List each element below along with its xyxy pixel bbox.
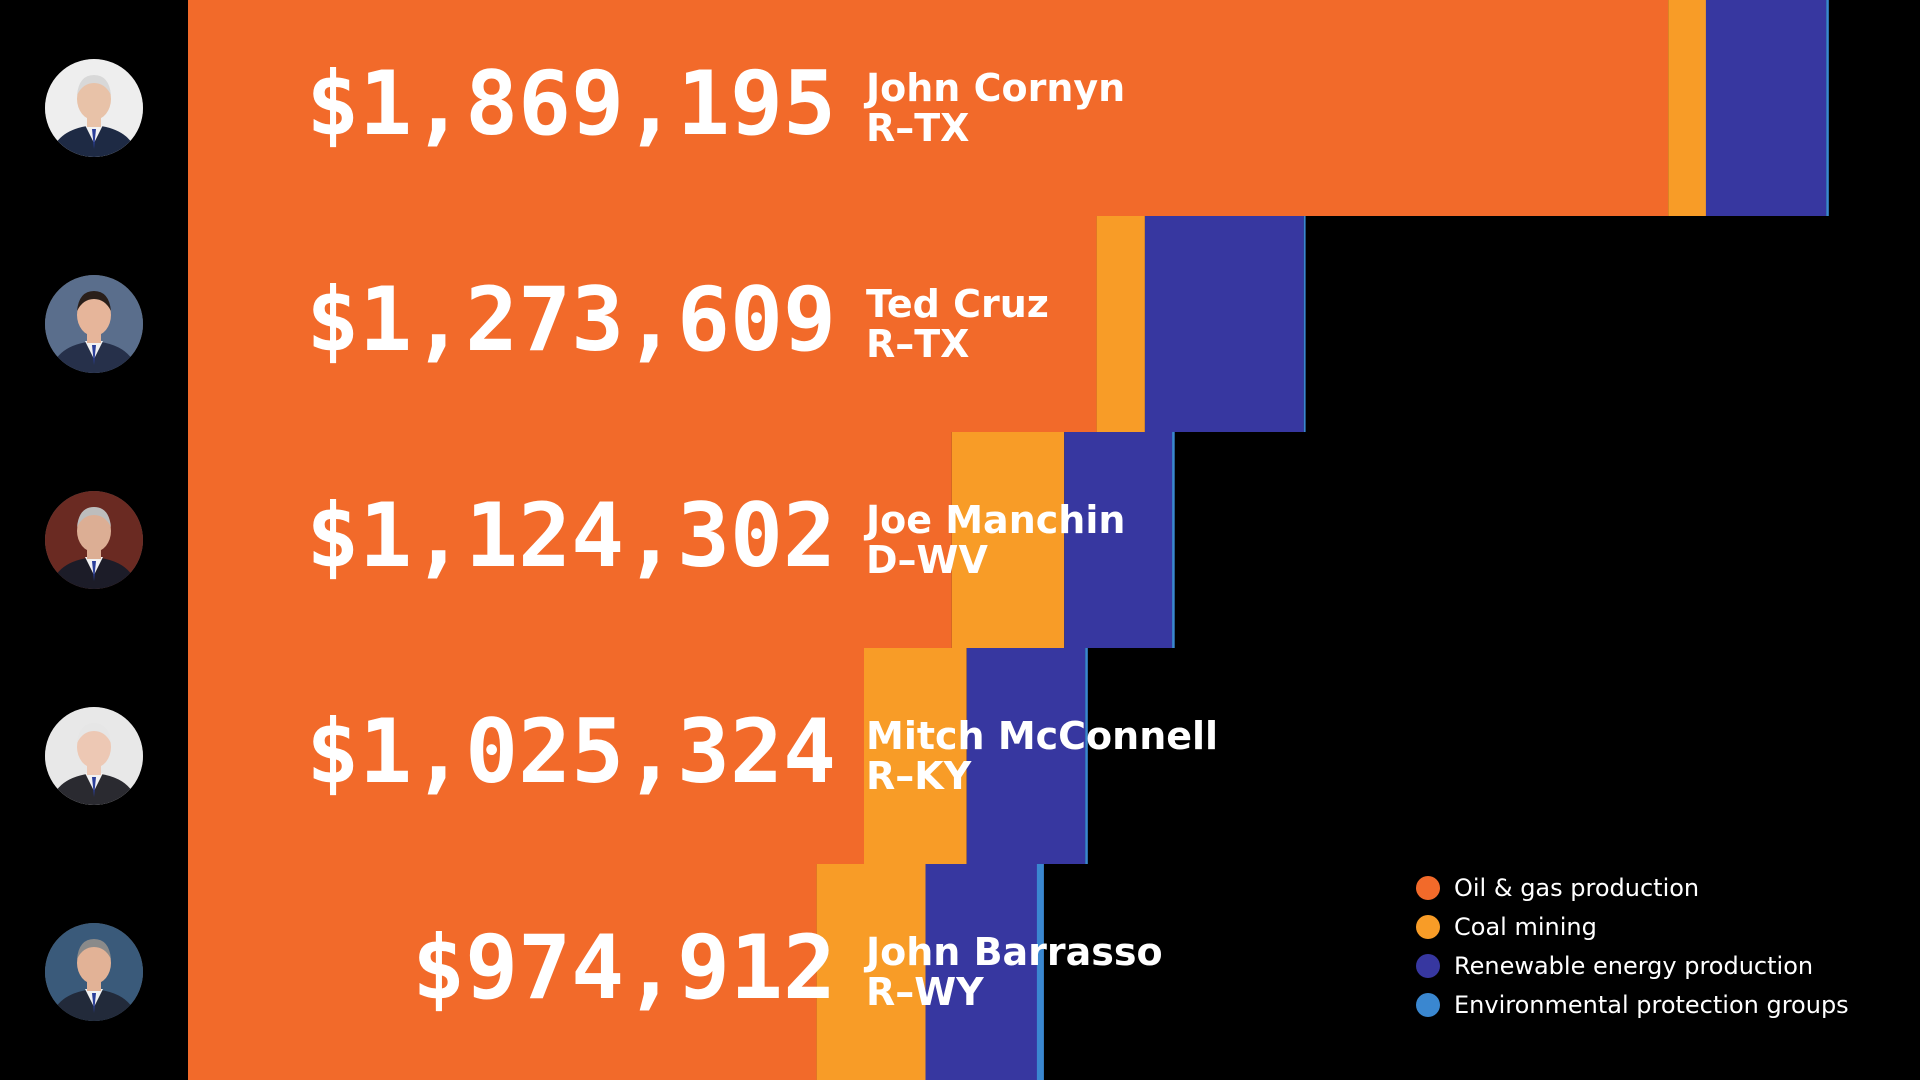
senator-party: R–TX [866,322,970,366]
bar-segment-oil-gas-production-2 [188,432,952,648]
legend-item: Renewable energy production [1416,946,1849,985]
senator-name: John Cornyn [866,66,1126,110]
senator-name: John Barrasso [866,930,1163,974]
bar-segment-renewable-energy-production-1 [1144,216,1304,432]
legend-label: Coal mining [1454,912,1597,941]
senator-portrait-icon [45,491,143,589]
senator-party: R–TX [866,106,970,150]
bar-segment-renewable-energy-production-2 [1064,432,1173,648]
legend-label: Renewable energy production [1454,951,1814,980]
senator-party: R–WY [866,970,984,1014]
legend-swatch-icon [1416,953,1440,978]
total-amount-label: $974,912 [412,916,836,1019]
bar-segment-oil-gas-production-0 [188,0,1669,216]
bar-segment-oil-gas-production-3 [188,648,864,864]
senator-label: Mitch McConnell R–KY [866,716,1218,796]
bar-segment-environmental-protection-groups-4 [1036,864,1044,1080]
total-amount-label: $1,124,302 [306,484,836,587]
legend: Oil & gas production Coal mining Renewable… [1416,868,1849,1024]
bar-segment-environmental-protection-groups-2 [1172,432,1175,648]
senator-label: Ted Cruz R–TX [866,284,1049,364]
total-amount-label: $1,869,195 [306,52,836,155]
bar-segment-coal-mining-4 [816,864,926,1080]
senator-portrait-icon [45,707,143,805]
senator-label: John Cornyn R–TX [866,68,1125,148]
legend-label: Oil & gas production [1454,873,1700,902]
senator-name: Joe Manchin [866,498,1126,542]
legend-swatch-icon [1416,914,1440,939]
bar-segment-oil-gas-production-1 [188,216,1097,432]
senator-party: R–KY [866,754,972,798]
legend-item: Oil & gas production [1416,868,1849,907]
senator-label: Joe Manchin D–WV [866,500,1125,580]
bar-segment-environmental-protection-groups-3 [1085,648,1088,864]
legend-item: Coal mining [1416,907,1849,946]
senator-name: Mitch McConnell [866,714,1219,758]
senator-name: Ted Cruz [866,282,1049,326]
bar-segment-environmental-protection-groups-0 [1826,0,1829,216]
bar-segment-renewable-energy-production-4 [925,864,1037,1080]
senator-portrait-icon [45,923,143,1021]
senator-label: John Barrasso R–WY [866,932,1163,1012]
bar-segment-coal-mining-3 [864,648,967,864]
legend-swatch-icon [1416,875,1440,900]
bar-segment-coal-mining-2 [951,432,1065,648]
senator-portrait-icon [45,59,143,157]
bar-segment-renewable-energy-production-3 [966,648,1086,864]
legend-label: Environmental protection groups [1454,990,1849,1019]
bar-segment-coal-mining-0 [1668,0,1706,216]
bar-segment-oil-gas-production-4 [188,864,817,1080]
senator-portrait-icon [45,275,143,373]
total-amount-label: $1,273,609 [306,268,836,371]
senator-party: D–WV [866,538,988,582]
bar-segment-environmental-protection-groups-1 [1303,216,1306,432]
total-amount-label: $1,025,324 [306,700,836,803]
bar-segment-renewable-energy-production-0 [1705,0,1827,216]
legend-item: Environmental protection groups [1416,985,1849,1024]
bar-segment-coal-mining-1 [1096,216,1145,432]
legend-swatch-icon [1416,992,1440,1017]
